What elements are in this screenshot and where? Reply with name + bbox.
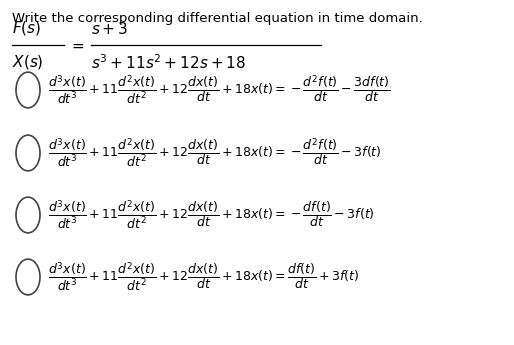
Text: $=$: $=$	[69, 38, 85, 52]
Text: $\mathit{F(s)}$: $\mathit{F(s)}$	[12, 19, 41, 37]
Text: $\mathit{s + 3}$: $\mathit{s + 3}$	[91, 21, 128, 37]
Text: $\dfrac{d^3x(t)}{dt^3} + 11\dfrac{d^2x(t)}{dt^2} + 12\dfrac{dx(t)}{dt} + 18x(t) : $\dfrac{d^3x(t)}{dt^3} + 11\dfrac{d^2x(t…	[48, 260, 359, 293]
Text: $\dfrac{d^3x(t)}{dt^3} + 11\dfrac{d^2x(t)}{dt^2} + 12\dfrac{dx(t)}{dt} + 18x(t) : $\dfrac{d^3x(t)}{dt^3} + 11\dfrac{d^2x(t…	[48, 137, 382, 169]
Text: $\dfrac{d^3x(t)}{dt^3} + 11\dfrac{d^2x(t)}{dt^2} + 12\dfrac{dx(t)}{dt} + 18x(t) : $\dfrac{d^3x(t)}{dt^3} + 11\dfrac{d^2x(t…	[48, 73, 391, 106]
Text: Write the corresponding differential equation in time domain.: Write the corresponding differential equ…	[12, 12, 423, 25]
Text: $\mathit{X(s)}$: $\mathit{X(s)}$	[12, 53, 44, 71]
Text: $\dfrac{d^3x(t)}{dt^3} + 11\dfrac{d^2x(t)}{dt^2} + 12\dfrac{dx(t)}{dt} + 18x(t) : $\dfrac{d^3x(t)}{dt^3} + 11\dfrac{d^2x(t…	[48, 199, 375, 231]
Text: $\mathit{s^3 + 11s^2 + 12s + 18}$: $\mathit{s^3 + 11s^2 + 12s + 18}$	[91, 53, 246, 72]
